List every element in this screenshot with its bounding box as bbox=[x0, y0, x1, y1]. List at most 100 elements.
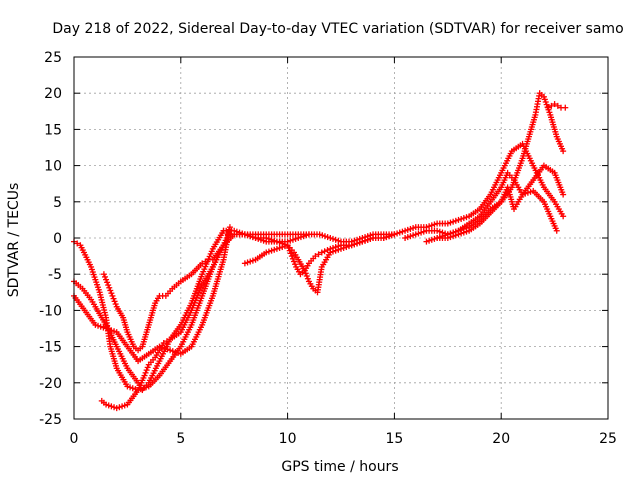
data-point bbox=[519, 191, 526, 198]
data-point bbox=[394, 230, 401, 237]
data-point bbox=[450, 218, 457, 225]
data-point bbox=[103, 401, 110, 408]
data-point bbox=[164, 346, 171, 353]
data-point bbox=[289, 236, 296, 243]
data-point bbox=[452, 217, 459, 224]
data-point bbox=[383, 234, 390, 241]
y-tick-label: 10 bbox=[44, 159, 62, 175]
axis-ticks: 0 5 10 15 20 25 -25 -20 -15 -10 -5 0 5 10 15 20 25 bbox=[39, 50, 617, 447]
data-point bbox=[304, 275, 311, 282]
data-point bbox=[100, 271, 107, 278]
series-track-13 bbox=[434, 184, 560, 241]
data-point bbox=[356, 239, 363, 246]
data-point bbox=[404, 226, 411, 233]
data-point bbox=[163, 338, 170, 345]
data-point bbox=[335, 237, 342, 244]
data-point bbox=[391, 231, 398, 238]
data-point bbox=[202, 258, 209, 265]
data-point bbox=[560, 191, 567, 198]
data-point bbox=[268, 236, 275, 243]
data-point bbox=[249, 257, 256, 264]
data-point bbox=[292, 261, 299, 268]
data-point bbox=[74, 240, 81, 247]
data-point bbox=[276, 239, 283, 246]
x-tick-label: 0 bbox=[70, 431, 79, 447]
data-point bbox=[423, 238, 430, 245]
data-point bbox=[132, 386, 139, 393]
data-point bbox=[141, 372, 148, 379]
series-track-4 bbox=[98, 242, 227, 412]
y-tick-label: 0 bbox=[53, 231, 62, 247]
data-point bbox=[412, 231, 419, 238]
data-point bbox=[388, 232, 395, 239]
series-track-5 bbox=[100, 256, 212, 354]
data-point bbox=[121, 402, 128, 409]
data-point bbox=[97, 323, 104, 330]
data-point bbox=[276, 244, 283, 251]
data-point bbox=[160, 339, 167, 346]
series-track-14 bbox=[545, 101, 569, 111]
data-point bbox=[562, 104, 569, 111]
data-point bbox=[396, 229, 403, 236]
data-point bbox=[554, 102, 561, 109]
data-point bbox=[362, 237, 369, 244]
data-point bbox=[450, 233, 457, 240]
data-point bbox=[553, 227, 560, 234]
data-point bbox=[247, 258, 254, 265]
data-point bbox=[284, 242, 291, 249]
data-point bbox=[127, 384, 134, 391]
data-point bbox=[407, 233, 414, 240]
data-point bbox=[142, 369, 149, 376]
data-point bbox=[399, 228, 406, 235]
data-point bbox=[103, 325, 110, 332]
data-point bbox=[327, 245, 334, 252]
series-track-9 bbox=[224, 231, 312, 238]
data-point bbox=[460, 215, 467, 222]
data-point bbox=[463, 228, 470, 235]
data-point bbox=[329, 244, 336, 251]
data-point bbox=[108, 403, 115, 410]
data-point bbox=[545, 104, 552, 111]
data-point bbox=[404, 234, 411, 241]
data-point bbox=[105, 282, 112, 289]
data-point bbox=[287, 250, 294, 257]
data-point bbox=[463, 214, 470, 221]
data-point bbox=[95, 322, 102, 329]
data-point bbox=[332, 236, 339, 243]
data-point bbox=[367, 235, 374, 242]
data-point bbox=[524, 189, 531, 196]
data-point bbox=[312, 253, 319, 260]
data-point bbox=[428, 236, 435, 243]
data-point bbox=[111, 404, 118, 411]
data-point bbox=[436, 228, 443, 235]
data-point bbox=[560, 148, 567, 155]
x-tick-label: 20 bbox=[492, 431, 510, 447]
data-point bbox=[285, 244, 292, 251]
data-point bbox=[351, 241, 358, 248]
data-point bbox=[105, 326, 112, 333]
data-point bbox=[426, 237, 433, 244]
data-point bbox=[418, 229, 425, 236]
data-point bbox=[104, 279, 111, 286]
data-point bbox=[402, 227, 409, 234]
data-point bbox=[380, 235, 387, 241]
data-point bbox=[324, 247, 331, 254]
y-tick-label: -10 bbox=[39, 303, 62, 319]
series-track-3 bbox=[71, 224, 233, 365]
y-tick-label: 20 bbox=[44, 86, 62, 102]
data-marks bbox=[71, 90, 569, 412]
data-point bbox=[315, 251, 322, 258]
data-point bbox=[116, 404, 123, 411]
data-point bbox=[271, 246, 278, 253]
data-point bbox=[244, 259, 251, 266]
data-point bbox=[386, 233, 393, 240]
data-point bbox=[305, 231, 312, 238]
data-point bbox=[291, 258, 298, 265]
data-point bbox=[101, 273, 108, 280]
data-point bbox=[329, 235, 336, 242]
data-point bbox=[167, 347, 174, 354]
data-point bbox=[522, 190, 529, 197]
data-point bbox=[263, 249, 270, 256]
data-point bbox=[348, 242, 355, 249]
data-point bbox=[324, 234, 331, 241]
